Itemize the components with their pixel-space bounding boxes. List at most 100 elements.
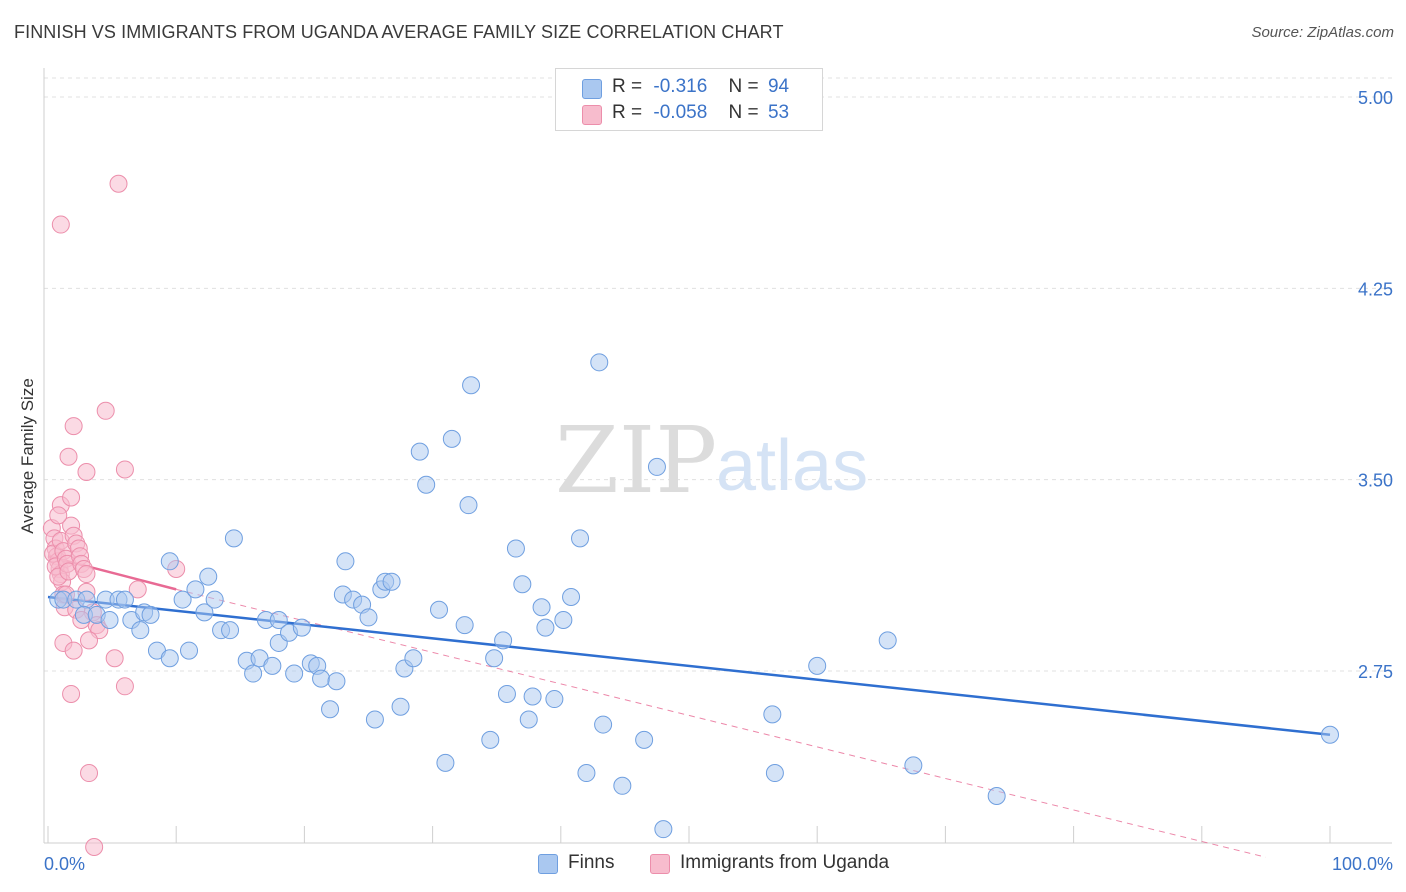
axes	[43, 68, 1392, 844]
finns-point	[359, 608, 378, 627]
finns-point	[554, 610, 573, 629]
uganda-point	[77, 565, 96, 584]
finns-point	[180, 641, 199, 660]
y-tick-labels: 2.75 3.50 4.25 5.00	[1358, 88, 1393, 682]
finns-point	[312, 669, 331, 688]
legend-finns-n-label: N =	[728, 76, 759, 97]
finns-point	[186, 580, 205, 599]
uganda-point	[80, 631, 99, 650]
finns-point	[577, 764, 596, 783]
finns-point	[765, 764, 784, 783]
uganda-legend-swatch	[650, 854, 670, 874]
finns-point	[536, 618, 555, 637]
finns-point	[808, 656, 827, 675]
finns-point	[494, 631, 513, 650]
legend-uganda-r-value: -0.058	[653, 102, 708, 123]
finns-point	[987, 787, 1006, 806]
finns-point	[654, 820, 673, 839]
finns-point	[590, 353, 609, 372]
finns-point	[195, 603, 214, 622]
finns-point	[173, 590, 192, 609]
finns-point	[430, 600, 449, 619]
legend: R = -0.316 N = 94 R = -0.058 N = 53	[555, 68, 823, 131]
finns-point	[141, 605, 160, 624]
uganda-point	[115, 460, 134, 479]
finns-point	[205, 590, 224, 609]
finns-point	[160, 552, 179, 571]
finns-point	[594, 715, 613, 734]
uganda-point	[96, 401, 115, 420]
finns-point	[410, 442, 429, 461]
finns-legend-label: Finns	[568, 852, 615, 873]
legend-uganda-n-value: 53	[767, 102, 790, 123]
finns-point	[647, 457, 666, 476]
y-tick-label: 4.25	[1358, 279, 1393, 299]
uganda-swatch	[582, 105, 602, 125]
uganda-trend-extension	[176, 588, 1267, 858]
finns-point	[365, 710, 384, 729]
uganda-point	[64, 417, 83, 436]
finns-point	[382, 572, 401, 591]
finns-swatch	[582, 79, 602, 99]
finns-point	[613, 776, 632, 795]
finns-point	[269, 610, 288, 629]
finns-point	[115, 590, 134, 609]
uganda-point	[115, 677, 134, 696]
finns-point	[199, 567, 218, 586]
finns-point	[513, 575, 532, 594]
legend-uganda-r-label: R =	[612, 102, 643, 123]
uganda-point	[62, 684, 81, 703]
finns-point	[224, 529, 243, 548]
finns-point	[763, 705, 782, 724]
finns-point	[635, 730, 654, 749]
source-label: Source: ZipAtlas.com	[1251, 24, 1394, 41]
finns-point	[417, 475, 436, 494]
finns-points	[49, 353, 1339, 839]
finns-point	[455, 616, 474, 635]
finns-point	[391, 697, 410, 716]
legend-uganda-n-label: N =	[728, 102, 759, 123]
uganda-point	[128, 580, 147, 599]
finns-point	[462, 376, 481, 395]
finns-point	[545, 690, 564, 709]
uganda-point	[85, 838, 104, 857]
grid-lines	[44, 77, 1392, 672]
uganda-point	[64, 641, 83, 660]
y-tick-label: 2.75	[1358, 662, 1393, 682]
watermark-atlas: atlas	[716, 426, 868, 506]
uganda-point	[62, 488, 81, 507]
finns-point	[321, 700, 340, 719]
y-tick-label: 3.50	[1358, 471, 1393, 491]
x-tick-label-max: 100.0%	[1332, 854, 1393, 874]
finns-point	[878, 631, 897, 650]
finns-point	[904, 756, 923, 775]
uganda-point	[49, 506, 68, 525]
finns-point	[244, 664, 263, 683]
finns-legend-swatch	[538, 854, 558, 874]
finns-point	[1321, 725, 1339, 744]
uganda-point	[59, 447, 78, 466]
finns-point	[285, 664, 304, 683]
uganda-point	[77, 463, 96, 482]
trend-lines	[47, 554, 1331, 858]
uganda-points	[42, 174, 186, 857]
finns-point	[571, 529, 590, 548]
finns-point	[532, 598, 551, 617]
watermark: ZIP atlas	[555, 407, 868, 514]
finns-point	[459, 496, 478, 515]
finns-point	[327, 672, 346, 691]
finns-point	[263, 656, 282, 675]
legend-finns-r-label: R =	[612, 76, 643, 97]
watermark-zip: ZIP	[555, 407, 717, 514]
finns-point	[562, 588, 581, 607]
finns-point	[292, 618, 311, 637]
finns-point	[404, 649, 423, 668]
finns-point	[100, 610, 119, 629]
uganda-point	[109, 174, 128, 193]
finns-point	[436, 753, 455, 772]
finns-point	[336, 552, 355, 571]
finns-point	[485, 649, 504, 668]
uganda-point	[105, 649, 124, 668]
uganda-point	[80, 764, 99, 783]
